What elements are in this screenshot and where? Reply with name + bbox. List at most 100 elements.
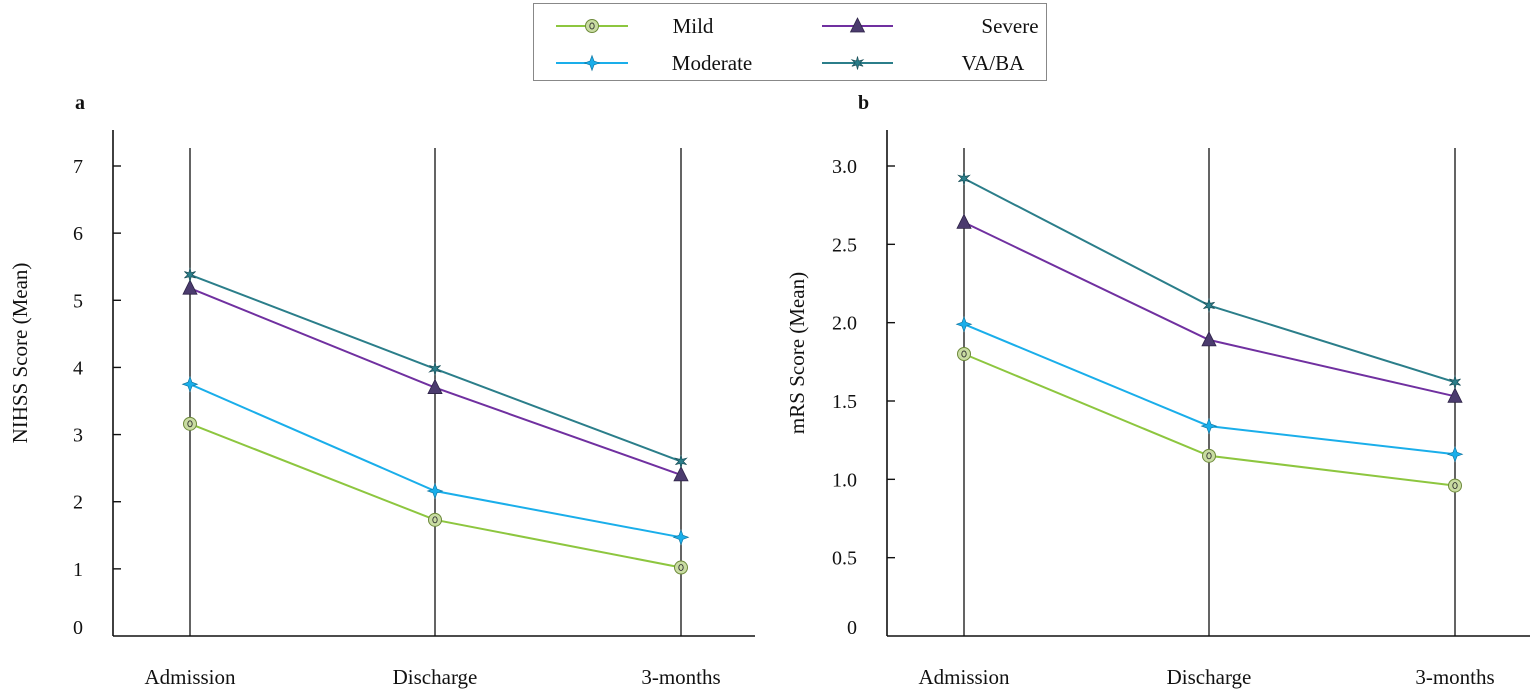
- marker-star: [583, 54, 601, 72]
- marker-asterisk: [184, 266, 196, 283]
- data-point: [181, 375, 199, 393]
- data-point: [674, 454, 688, 468]
- panel-label: a: [75, 92, 85, 114]
- x-tick-label: 3-months: [1415, 665, 1494, 689]
- legend-marker-icon: [850, 56, 865, 70]
- legend-label: Severe: [981, 14, 1038, 38]
- marker-circle: [1448, 478, 1462, 493]
- y-tick-label: 3.0: [832, 156, 857, 178]
- marker-triangle: [1201, 331, 1217, 347]
- marker-triangle: [673, 465, 689, 482]
- data-point: [957, 347, 971, 361]
- series-mild: [183, 416, 688, 575]
- data-point: [183, 416, 197, 431]
- marker-asterisk: [1449, 374, 1461, 391]
- data-point: [184, 266, 196, 283]
- marker-triangle: [427, 378, 443, 394]
- legend-item-vaba: VA/BA: [822, 51, 1025, 75]
- data-point: [955, 315, 973, 333]
- y-tick-label: 0: [847, 617, 857, 639]
- x-tick-label: Discharge: [1167, 665, 1252, 689]
- marker-triangle: [956, 213, 972, 229]
- y-tick-label: 5: [73, 290, 83, 312]
- data-point: [1448, 478, 1462, 493]
- marker-circle: [183, 416, 197, 431]
- series-moderate: [955, 315, 1464, 463]
- y-tick-label: 2: [73, 492, 83, 514]
- y-tick-label: 2.5: [832, 234, 857, 256]
- marker-triangle: [1447, 387, 1463, 403]
- series-moderate: [181, 375, 690, 546]
- marker-asterisk: [850, 56, 865, 70]
- marker-asterisk: [428, 362, 442, 376]
- legend-item-severe: Severe: [822, 14, 1039, 38]
- x-tick-label: 3-months: [641, 665, 720, 689]
- legend-item-moderate: Moderate: [556, 51, 752, 75]
- panel-b-mrs: b 0 0.5 1.0 1.5 2.0 2.5 3.0 Admission Discharge 3-…: [785, 92, 1530, 689]
- marker-circle: [1202, 448, 1216, 463]
- y-tick-label: 7: [73, 156, 83, 178]
- marker-circle: [585, 19, 599, 33]
- series-vaba: [184, 266, 688, 468]
- series-severe: [182, 279, 689, 482]
- data-point: [427, 378, 443, 394]
- data-point: [956, 213, 972, 229]
- panel-a-nihss: a 0 1 2 3 4 5 6 7 Admission Discharge 3-months NIHSS…: [8, 92, 755, 689]
- legend: Mild Severe Moderate VA/BA: [533, 3, 1047, 81]
- series-mild: [957, 347, 1462, 493]
- x-tick-label: Admission: [144, 665, 236, 689]
- marker-circle: [428, 512, 442, 527]
- data-point: [674, 560, 688, 575]
- y-tick-label: 4: [73, 357, 83, 379]
- data-point: [1446, 445, 1464, 463]
- legend-label: Mild: [673, 14, 714, 38]
- marker-dot: [1206, 452, 1212, 460]
- marker-triangle: [182, 279, 198, 295]
- data-point: [428, 512, 442, 527]
- y-tick-label: 1.0: [832, 469, 857, 491]
- marker-dot: [432, 516, 438, 524]
- series-vaba: [957, 171, 1461, 391]
- data-point: [182, 279, 198, 295]
- marker-dot: [589, 22, 595, 30]
- y-tick-label: 2.0: [832, 313, 857, 335]
- marker-star: [181, 375, 199, 393]
- marker-dot: [961, 350, 967, 358]
- marker-star: [672, 528, 690, 546]
- y-tick-label: 1.5: [832, 391, 857, 413]
- data-point: [428, 362, 442, 376]
- x-tick-label: Admission: [918, 665, 1010, 689]
- data-point: [426, 482, 444, 500]
- y-tick-label: 0.5: [832, 548, 857, 570]
- y-tick-label: 1: [73, 559, 83, 581]
- panel-label: b: [858, 92, 869, 114]
- data-point: [1447, 387, 1463, 403]
- marker-dot: [187, 420, 193, 428]
- marker-circle: [674, 560, 688, 575]
- marker-star: [955, 315, 973, 333]
- data-point: [1200, 417, 1218, 435]
- data-point: [672, 528, 690, 546]
- legend-label: Moderate: [672, 51, 752, 75]
- marker-asterisk: [1203, 297, 1215, 314]
- marker-star: [1446, 445, 1464, 463]
- data-point: [1201, 331, 1217, 347]
- legend-item-mild: Mild: [556, 14, 714, 38]
- legend-box: [533, 3, 1047, 81]
- marker-circle: [957, 347, 971, 361]
- data-point: [957, 171, 971, 186]
- legend-marker-icon: [849, 17, 866, 33]
- marker-dot: [1452, 482, 1458, 490]
- y-axis-label: NIHSS Score (Mean): [8, 263, 32, 444]
- legend-label: VA/BA: [962, 51, 1025, 75]
- series-severe: [956, 213, 1463, 403]
- legend-marker-icon: [583, 54, 601, 72]
- marker-asterisk: [957, 171, 971, 186]
- y-axis-label: mRS Score (Mean): [785, 272, 809, 434]
- data-point: [1202, 448, 1216, 463]
- data-point: [1449, 374, 1461, 391]
- x-tick-label: Discharge: [393, 665, 478, 689]
- y-tick-label: 6: [73, 223, 83, 245]
- marker-star: [1200, 417, 1218, 435]
